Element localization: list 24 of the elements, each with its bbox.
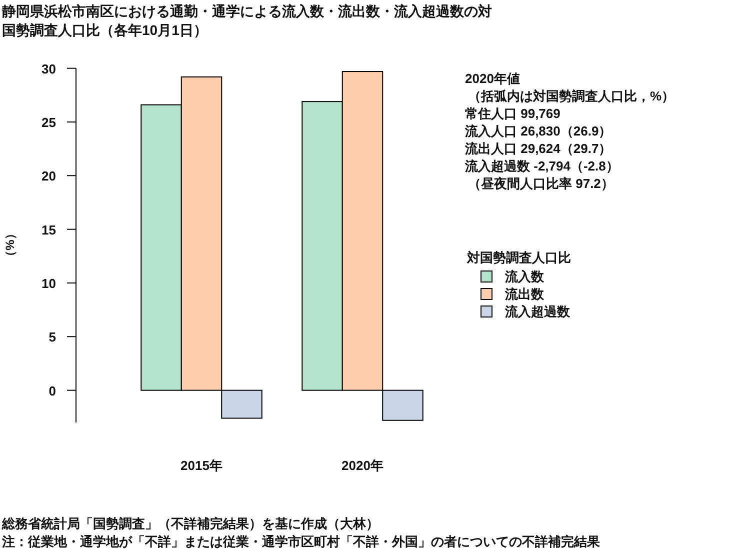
y-tick-label: 25	[42, 114, 56, 130]
y-tick-label: 30	[42, 61, 56, 76]
text: 2020年値	[465, 71, 520, 86]
text: 常住人口 99,769	[465, 106, 560, 121]
y-axis-title: （%）	[3, 228, 17, 262]
legend-title: 対国勢調査人口比	[466, 250, 571, 265]
y-tick-label: 0	[48, 383, 56, 398]
legend-label: 流入超過数	[504, 304, 571, 319]
text: 流入人口 26,830（26.9）	[464, 124, 612, 138]
text: （昼夜間人口比率 97.2）	[468, 176, 614, 191]
y-tick-label: 20	[42, 168, 56, 184]
x-tick-label: 2015年	[180, 458, 222, 473]
x-tick-label: 2020年	[342, 458, 384, 473]
chart-title: 静岡県浜松市南区における通勤・通学による流入数・流出数・流入超過数の対国勢調査人口比（各年10月1日）	[2, 2, 492, 40]
legend-label: 流出数	[504, 286, 545, 302]
y-tick-label: 15	[42, 222, 56, 238]
text: 注：従業地・通学地が「不詳」または従業・通学市区町村「不詳・外国」の者についての不詳補完結果	[1, 534, 601, 549]
text: 総務省統計局「国勢調査」（不詳補完結果）を基に作成（大林）	[1, 516, 379, 531]
text: （括弧内は対国勢調査人口比，%）	[468, 88, 675, 104]
text: 流入超過数 -2,794（-2.8）	[464, 158, 619, 174]
legend-label: 流入数	[504, 269, 545, 284]
y-tick-label: 5	[48, 330, 56, 345]
y-tick-label: 10	[42, 276, 56, 291]
text: 流出人口 29,624（29.7）	[464, 141, 612, 156]
